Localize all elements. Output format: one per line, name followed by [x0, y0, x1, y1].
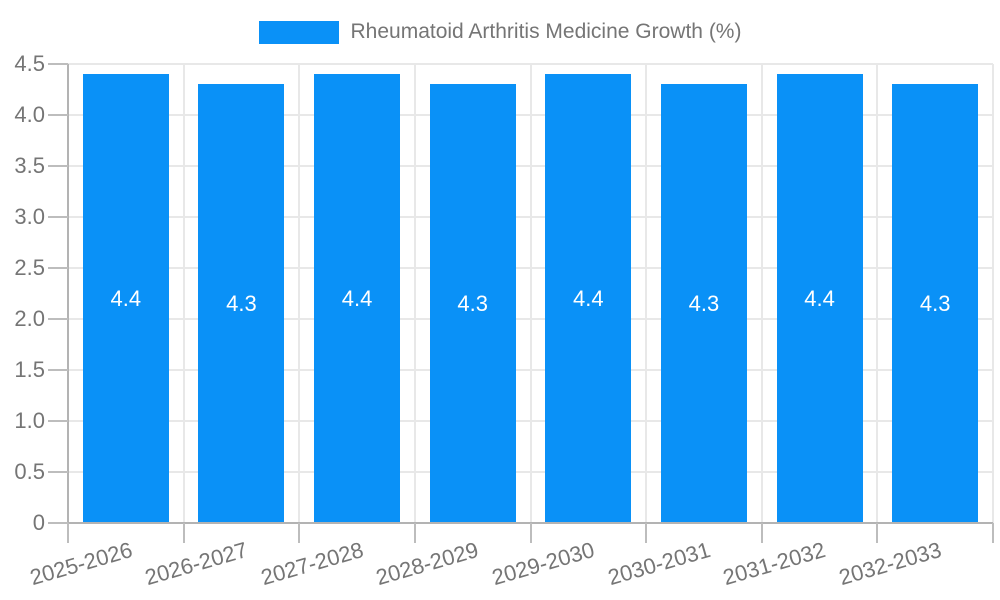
- bar: 4.3: [892, 84, 979, 523]
- y-tick-mark: [48, 63, 68, 65]
- vertical-gridline: [760, 64, 763, 523]
- bar-value-label: 4.4: [341, 285, 373, 311]
- y-tick-mark: [48, 318, 68, 320]
- bar-value-label: 4.3: [226, 290, 257, 316]
- y-tick-mark: [48, 114, 68, 116]
- vertical-gridline: [645, 64, 648, 523]
- x-tick-mark: [67, 523, 69, 543]
- x-tick-label: 2029-2030: [489, 537, 598, 591]
- bar: 4.4: [314, 74, 401, 523]
- x-tick-label: 2031-2032: [720, 537, 829, 591]
- y-tick-mark: [48, 420, 68, 422]
- x-tick-mark: [413, 523, 416, 543]
- x-tick-label: 2026-2027: [142, 537, 251, 591]
- x-tick-mark: [876, 523, 879, 543]
- x-tick-label: 2027-2028: [257, 537, 366, 591]
- bar-value-label: 4.4: [110, 285, 142, 311]
- y-tick-label: 4.0: [14, 102, 45, 127]
- chart-legend: Rheumatoid Arthritis Medicine Growth (%): [0, 20, 1000, 44]
- legend-label: Rheumatoid Arthritis Medicine Growth (%): [350, 20, 742, 43]
- bar: 4.3: [660, 84, 747, 523]
- x-tick-mark: [645, 523, 648, 543]
- y-tick-label: 0: [32, 510, 45, 535]
- plot-area: 4.4 4.3 4.4 4.3 4.4 4.3 4.4 4.3: [48, 63, 994, 543]
- bar: 4.4: [776, 74, 863, 523]
- bar-value-label: 4.3: [919, 290, 951, 316]
- vertical-gridline: [413, 64, 416, 523]
- x-tick-mark: [760, 523, 763, 543]
- y-tick-mark: [48, 165, 68, 167]
- x-tick-mark: [182, 523, 185, 543]
- legend-swatch-icon: [258, 20, 339, 44]
- vertical-gridline: [182, 64, 185, 523]
- bar-value-label: 4.3: [457, 290, 488, 316]
- vertical-gridline: [876, 64, 879, 523]
- y-tick-label: 0.5: [14, 459, 45, 484]
- y-tick-label: 1.5: [14, 357, 45, 382]
- x-tick-mark: [992, 523, 994, 543]
- vertical-gridline: [529, 64, 532, 523]
- x-tick-label: 2032-2033: [836, 537, 945, 591]
- bar: 4.4: [545, 74, 632, 523]
- y-axis-line: [67, 64, 69, 543]
- bar: 4.3: [198, 84, 285, 523]
- x-tick-label: 2025-2026: [26, 537, 135, 591]
- y-tick-label: 2.0: [14, 306, 45, 331]
- x-tick-label: 2030-2031: [604, 537, 713, 591]
- y-tick-label: 1.0: [14, 408, 45, 433]
- legend-item[interactable]: Rheumatoid Arthritis Medicine Growth (%): [258, 20, 742, 44]
- y-tick-label: 3.5: [14, 153, 45, 178]
- y-tick-label: 3.0: [14, 204, 45, 229]
- y-tick-mark: [48, 471, 68, 473]
- bar-value-label: 4.3: [688, 290, 720, 316]
- x-tick-mark: [529, 523, 532, 543]
- vertical-gridline: [992, 64, 994, 523]
- bar: 4.3: [429, 84, 516, 523]
- bar: 4.4: [82, 74, 169, 523]
- bar-value-label: 4.4: [573, 285, 604, 311]
- x-tick-mark: [298, 523, 301, 543]
- y-tick-label: 4.5: [14, 51, 45, 76]
- y-tick-label: 2.5: [14, 255, 45, 280]
- y-tick-mark: [48, 522, 68, 524]
- vertical-gridline: [298, 64, 301, 523]
- y-tick-mark: [48, 267, 68, 269]
- bar-value-label: 4.4: [804, 285, 835, 311]
- y-tick-mark: [48, 369, 68, 371]
- x-axis-line: [48, 522, 993, 524]
- y-tick-mark: [48, 216, 68, 218]
- x-tick-label: 2028-2029: [373, 537, 482, 591]
